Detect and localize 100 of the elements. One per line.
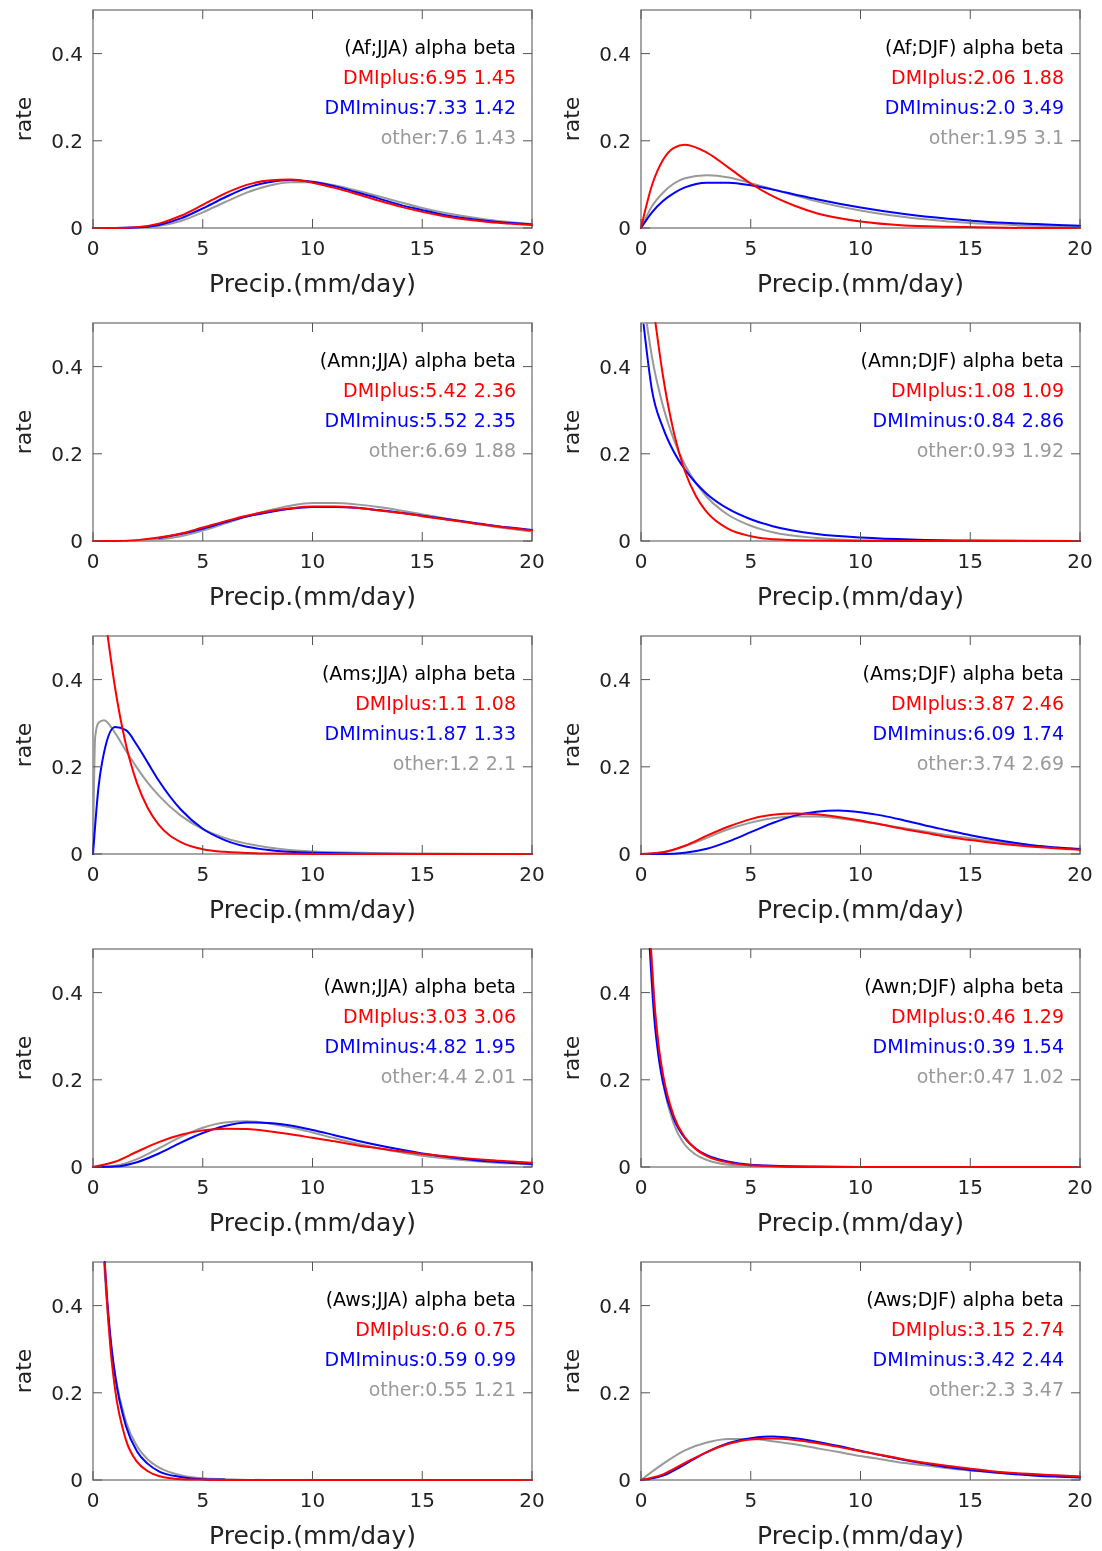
y-tick-label: 0.2 (51, 1067, 83, 1092)
y-axis-title: rate (11, 722, 36, 768)
text: DMIplus:5.42 2.36 (343, 379, 516, 401)
text: DMIplus:3.15 2.74 (891, 1318, 1064, 1340)
text: DMIminus:0.39 1.54 (872, 1035, 1064, 1057)
text: other:2.3 3.47 (928, 1378, 1064, 1400)
legend-title: (Aws;JJA) alpha beta (325, 1288, 516, 1310)
text: DMIplus:0.46 1.29 (891, 1005, 1064, 1027)
y-axis-title: rate (11, 96, 36, 142)
x-tick-label: 10 (847, 862, 874, 886)
x-axis-title: Precip.(mm/day) (757, 582, 964, 611)
y-axis-title: rate (11, 1348, 36, 1394)
text: DMIplus:1.1 1.08 (355, 692, 516, 714)
x-tick-label: 15 (409, 549, 435, 573)
x-tick-label: 0 (634, 1488, 648, 1512)
y-tick-label: 0 (70, 529, 83, 553)
y-tick-label: 0 (618, 529, 631, 553)
x-tick-label: 5 (744, 1175, 758, 1199)
x-tick-label: 15 (409, 862, 435, 886)
text: DMIminus:7.33 1.42 (324, 96, 516, 118)
y-tick-label: 0.4 (599, 1293, 631, 1318)
text: DMIminus:5.52 2.35 (324, 409, 516, 431)
x-tick-label: 10 (847, 549, 874, 573)
x-tick-label: 15 (957, 236, 983, 260)
legend-title: (Ams;JJA) alpha beta (321, 662, 516, 684)
x-tick-label: 5 (196, 1488, 210, 1512)
text: DMIplus:0.6 0.75 (355, 1318, 516, 1340)
text: DMIminus:0.59 0.99 (324, 1348, 516, 1370)
y-tick-label: 0.4 (599, 980, 631, 1005)
x-tick-label: 10 (847, 236, 874, 260)
text: other:0.47 1.02 (916, 1065, 1064, 1087)
legend-title: (Amn;DJF) alpha beta (860, 349, 1064, 371)
y-tick-label: 0.4 (51, 667, 83, 692)
x-tick-label: 0 (86, 1175, 100, 1199)
y-tick-label: 0 (618, 1468, 631, 1492)
y-tick-label: 0 (70, 842, 83, 866)
x-axis-title: Precip.(mm/day) (757, 1208, 964, 1237)
text: DMIminus:1.87 1.33 (324, 722, 516, 744)
text: DMIminus:0.84 2.86 (872, 409, 1064, 431)
x-tick-label: 10 (847, 1488, 874, 1512)
x-tick-label: 15 (409, 236, 435, 260)
x-axis-title: Precip.(mm/day) (757, 1521, 964, 1550)
y-tick-label: 0.4 (51, 41, 83, 66)
y-tick-label: 0 (70, 1155, 83, 1179)
y-tick-label: 0.4 (51, 980, 83, 1005)
y-axis-title: rate (11, 409, 36, 455)
x-tick-label: 20 (519, 862, 545, 886)
text: DMIplus:2.06 1.88 (891, 66, 1064, 88)
y-tick-label: 0.4 (51, 1293, 83, 1318)
x-tick-label: 5 (196, 1175, 210, 1199)
x-tick-label: 10 (299, 549, 326, 573)
x-tick-label: 15 (957, 862, 983, 886)
x-tick-label: 0 (86, 862, 100, 886)
y-tick-label: 0.4 (51, 354, 83, 379)
x-tick-label: 20 (1067, 236, 1093, 260)
text: DMIminus:2.0 3.49 (884, 96, 1064, 118)
text: other:6.69 1.88 (368, 439, 516, 461)
x-tick-label: 20 (1067, 1488, 1093, 1512)
y-tick-label: 0 (70, 216, 83, 240)
x-tick-label: 15 (409, 1175, 435, 1199)
x-axis-title: Precip.(mm/day) (209, 895, 416, 924)
x-tick-label: 10 (299, 236, 326, 260)
x-axis-title: Precip.(mm/day) (209, 1521, 416, 1550)
x-tick-label: 10 (847, 1175, 874, 1199)
x-tick-label: 5 (744, 236, 758, 260)
x-tick-label: 5 (744, 862, 758, 886)
x-tick-label: 0 (634, 862, 648, 886)
legend-title: (Ams;DJF) alpha beta (862, 662, 1064, 684)
legend-title: (Af;DJF) alpha beta (885, 36, 1064, 58)
legend-title: (Awn;DJF) alpha beta (864, 975, 1064, 997)
text: DMIplus:3.03 3.06 (343, 1005, 516, 1027)
x-tick-label: 0 (86, 236, 100, 260)
legend-title: (Awn;JJA) alpha beta (323, 975, 516, 997)
x-tick-label: 20 (519, 1175, 545, 1199)
text: other:3.74 2.69 (916, 752, 1064, 774)
x-tick-label: 20 (1067, 549, 1093, 573)
x-axis-title: Precip.(mm/day) (757, 269, 964, 298)
y-tick-label: 0 (70, 1468, 83, 1492)
x-tick-label: 20 (519, 236, 545, 260)
y-tick-label: 0.2 (599, 441, 631, 466)
x-axis-title: Precip.(mm/day) (757, 895, 964, 924)
x-axis-title: Precip.(mm/day) (209, 1208, 416, 1237)
x-tick-label: 10 (299, 862, 326, 886)
x-tick-label: 0 (634, 236, 648, 260)
y-axis-title: rate (559, 1348, 584, 1394)
x-tick-label: 5 (196, 549, 210, 573)
x-tick-label: 20 (519, 1488, 545, 1512)
x-axis-title: Precip.(mm/day) (209, 582, 416, 611)
legend-title: (Amn;JJA) alpha beta (319, 349, 516, 371)
text: other:0.93 1.92 (916, 439, 1064, 461)
y-tick-label: 0.2 (599, 128, 631, 153)
text: DMIminus:3.42 2.44 (872, 1348, 1064, 1370)
y-tick-label: 0.4 (599, 667, 631, 692)
text: DMIminus:4.82 1.95 (324, 1035, 516, 1057)
text: DMIplus:1.08 1.09 (891, 379, 1064, 401)
x-tick-label: 0 (634, 1175, 648, 1199)
y-axis-title: rate (11, 1035, 36, 1081)
x-tick-label: 10 (299, 1488, 326, 1512)
x-tick-label: 0 (634, 549, 648, 573)
x-tick-label: 20 (1067, 862, 1093, 886)
